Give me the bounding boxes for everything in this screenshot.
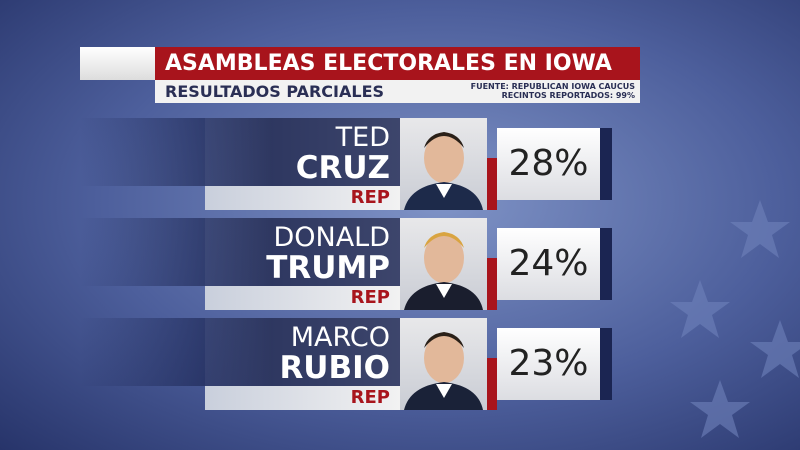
name-strip <box>80 218 400 286</box>
candidate-photo <box>400 118 487 210</box>
last-name: RUBIO <box>279 350 390 386</box>
party-band <box>205 286 400 310</box>
result-edge <box>600 328 612 400</box>
party-band <box>205 386 400 410</box>
result: 23% <box>497 328 600 400</box>
party: REP <box>350 287 390 308</box>
party-band <box>205 186 400 210</box>
accent-bar <box>487 358 497 410</box>
reported: RECINTOS REPORTADOS: 99% <box>501 91 635 100</box>
portrait <box>404 132 483 210</box>
portrait <box>404 332 483 410</box>
result-edge <box>600 228 612 300</box>
first-name: TED <box>335 122 390 153</box>
party: REP <box>350 187 390 208</box>
first-name: DONALD <box>273 222 390 253</box>
source-info: FUENTE: REPUBLICAN IOWA CAUCUS RECINTOS … <box>471 82 635 100</box>
result: 28% <box>497 128 600 200</box>
accent-bar <box>487 158 497 210</box>
party: REP <box>350 387 390 408</box>
result: 24% <box>497 228 600 300</box>
candidate-row: DONALD TRUMP REP 24% <box>0 218 800 310</box>
result-edge <box>600 128 612 200</box>
candidate-photo <box>400 318 487 410</box>
title-accent <box>80 47 155 80</box>
last-name: CRUZ <box>295 150 390 186</box>
candidate-row: TED CRUZ REP 28% <box>0 118 800 210</box>
title: ASAMBLEAS ELECTORALES EN IOWA <box>155 47 640 80</box>
last-name: TRUMP <box>266 250 390 286</box>
subtitle: RESULTADOS PARCIALES <box>155 80 640 103</box>
accent-bar <box>487 258 497 310</box>
name-strip <box>80 318 400 386</box>
portrait <box>404 232 483 310</box>
candidate-photo <box>400 218 487 310</box>
candidate-row: MARCO RUBIO REP 23% <box>0 318 800 410</box>
first-name: MARCO <box>290 322 390 353</box>
source: FUENTE: REPUBLICAN IOWA CAUCUS <box>470 82 635 91</box>
name-strip <box>80 118 400 186</box>
